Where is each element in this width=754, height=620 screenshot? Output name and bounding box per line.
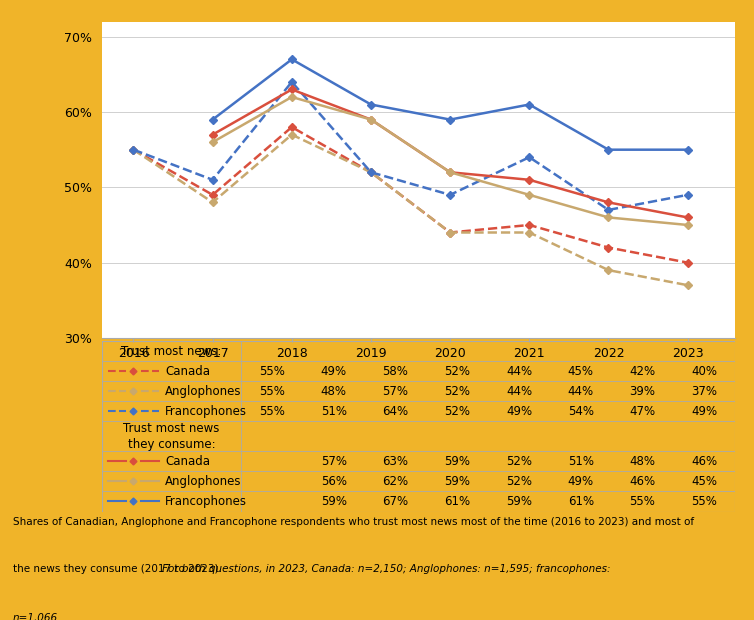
Text: 48%: 48% (320, 384, 347, 397)
Text: n=1,066.: n=1,066. (13, 613, 61, 620)
Text: 57%: 57% (320, 455, 347, 468)
Text: Trust most news
they consume:: Trust most news they consume: (123, 422, 219, 451)
Text: 59%: 59% (444, 455, 470, 468)
Text: 49%: 49% (568, 475, 594, 488)
Text: 37%: 37% (691, 384, 717, 397)
Text: Francophones: Francophones (165, 495, 247, 508)
Text: 52%: 52% (444, 405, 470, 418)
Text: the news they consume (2017 to 2023).: the news they consume (2017 to 2023). (13, 564, 225, 574)
Text: 58%: 58% (382, 365, 409, 378)
Text: Trust most news:: Trust most news: (121, 345, 222, 358)
Text: Canada: Canada (165, 455, 210, 468)
Text: Shares of Canadian, Anglophone and Francophone respondents who trust most news m: Shares of Canadian, Anglophone and Franc… (13, 516, 694, 526)
Text: For both questions, in 2023, Canada: n=2,150; Anglophones: n=1,595; francophones: For both questions, in 2023, Canada: n=2… (162, 564, 611, 574)
Text: 67%: 67% (382, 495, 409, 508)
Text: 45%: 45% (568, 365, 593, 378)
Text: 52%: 52% (444, 365, 470, 378)
Text: 59%: 59% (444, 475, 470, 488)
Text: 56%: 56% (320, 475, 347, 488)
Text: 52%: 52% (506, 475, 532, 488)
Text: 61%: 61% (568, 495, 594, 508)
Text: 40%: 40% (691, 365, 717, 378)
Text: 52%: 52% (506, 455, 532, 468)
Text: 55%: 55% (630, 495, 655, 508)
Text: Anglophones: Anglophones (165, 384, 241, 397)
Text: 57%: 57% (382, 384, 409, 397)
Text: 52%: 52% (444, 384, 470, 397)
Text: 46%: 46% (691, 455, 717, 468)
Text: 49%: 49% (506, 405, 532, 418)
Text: 55%: 55% (691, 495, 717, 508)
Text: 44%: 44% (506, 384, 532, 397)
Text: 44%: 44% (568, 384, 594, 397)
Text: 49%: 49% (320, 365, 347, 378)
Text: 61%: 61% (444, 495, 470, 508)
Text: 63%: 63% (382, 455, 409, 468)
Text: 64%: 64% (382, 405, 409, 418)
Text: 46%: 46% (630, 475, 655, 488)
Text: 59%: 59% (506, 495, 532, 508)
Text: 51%: 51% (320, 405, 347, 418)
Text: 44%: 44% (506, 365, 532, 378)
Text: 54%: 54% (568, 405, 593, 418)
Text: 39%: 39% (630, 384, 655, 397)
Text: 45%: 45% (691, 475, 717, 488)
Text: 49%: 49% (691, 405, 717, 418)
Text: 55%: 55% (259, 405, 285, 418)
Text: 48%: 48% (630, 455, 655, 468)
Text: 62%: 62% (382, 475, 409, 488)
Text: 42%: 42% (630, 365, 655, 378)
Text: Francophones: Francophones (165, 405, 247, 418)
Text: 47%: 47% (630, 405, 655, 418)
Text: 51%: 51% (568, 455, 593, 468)
Text: 59%: 59% (320, 495, 347, 508)
Text: Canada: Canada (165, 365, 210, 378)
Text: 55%: 55% (259, 384, 285, 397)
Text: Anglophones: Anglophones (165, 475, 241, 488)
Text: 55%: 55% (259, 365, 285, 378)
